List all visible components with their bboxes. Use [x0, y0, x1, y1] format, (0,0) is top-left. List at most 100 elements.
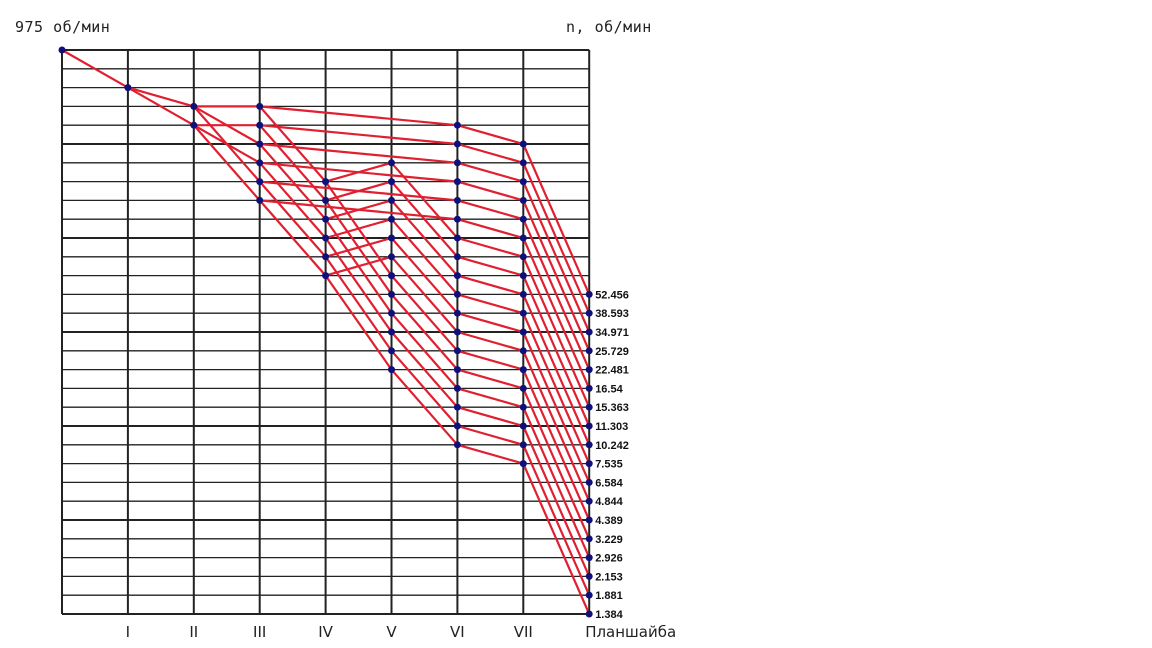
speed-ray — [522, 463, 591, 615]
speed-ray — [457, 443, 524, 465]
speed-ray — [390, 331, 459, 408]
spindle-speed-label: 10.242 — [595, 440, 629, 452]
speed-ray — [522, 199, 591, 352]
speed-ray — [522, 293, 591, 446]
speed-ray — [390, 256, 459, 333]
shaft-label-2: II — [189, 623, 198, 641]
speed-ray — [457, 330, 524, 352]
speed-ray — [457, 312, 524, 334]
speed-ray — [325, 236, 392, 258]
shaft-label-8: Планшайба — [585, 623, 676, 641]
speed-node — [585, 309, 593, 317]
speed-node — [453, 253, 461, 261]
speed-node — [519, 290, 527, 298]
speed-ray — [324, 256, 393, 352]
speed-ray — [324, 274, 393, 371]
speed-node — [453, 234, 461, 242]
spindle-speed-label: 7.535 — [595, 459, 623, 471]
spindle-speed-label: 4.844 — [595, 496, 623, 508]
speed-ray — [522, 369, 591, 521]
speed-ray — [193, 124, 261, 164]
speed-ray — [522, 331, 591, 483]
speed-node — [58, 46, 66, 54]
speed-ray — [325, 199, 392, 221]
spindle-speed-label: 52.456 — [595, 289, 629, 301]
speed-ray — [522, 237, 591, 389]
speed-node — [585, 516, 593, 524]
speed-node — [453, 272, 461, 280]
speed-node — [585, 591, 593, 599]
speed-ray — [258, 162, 327, 239]
speed-node — [453, 403, 461, 411]
speed-node — [453, 121, 461, 129]
speed-node — [256, 159, 264, 167]
spindle-speed-label: 2.153 — [595, 571, 623, 583]
speed-node — [519, 253, 527, 261]
speed-node — [453, 366, 461, 374]
speed-ray — [390, 312, 459, 390]
shaft-label-1: I — [126, 623, 130, 641]
speed-node — [585, 403, 593, 411]
speed-node — [585, 290, 593, 298]
speed-node — [519, 422, 527, 430]
speed-ray — [457, 255, 524, 277]
speed-node — [519, 272, 527, 280]
speed-node — [585, 366, 593, 374]
spindle-speed-label: 38.593 — [595, 308, 629, 320]
speed-ray — [457, 236, 524, 258]
speed-node — [585, 384, 593, 392]
speed-node — [388, 309, 395, 317]
speed-axis-title: n, об/мин — [566, 18, 652, 36]
speed-node — [388, 290, 395, 298]
spindle-speed-label: 11.303 — [595, 421, 628, 433]
speed-ray — [522, 350, 591, 502]
input-speed-label: 975 об/мин — [15, 18, 111, 36]
speed-ray — [457, 218, 524, 240]
speed-ray — [522, 312, 591, 465]
speed-ray — [457, 142, 524, 164]
speed-node — [519, 178, 527, 186]
speed-node — [322, 272, 330, 280]
speed-node — [388, 215, 395, 223]
speed-node — [519, 140, 527, 148]
speed-node — [453, 347, 461, 355]
speed-ray — [457, 349, 524, 371]
speed-node — [453, 422, 461, 430]
spindle-speed-label: 34.971 — [595, 327, 629, 339]
speed-node — [585, 347, 593, 355]
speed-ray — [457, 199, 524, 221]
speed-ray — [390, 218, 459, 296]
speed-ray — [390, 162, 459, 239]
speed-ray — [259, 142, 458, 164]
speed-ray — [522, 425, 591, 577]
speed-node — [256, 140, 264, 148]
speed-node — [388, 328, 395, 336]
speed-node — [519, 328, 527, 336]
shaft-label-5: V — [386, 623, 397, 641]
shaft-label-3: III — [253, 623, 266, 641]
speed-node — [190, 102, 198, 110]
speed-node — [453, 309, 461, 317]
speed-node — [453, 215, 461, 223]
speed-node — [388, 196, 395, 204]
speed-ray — [325, 255, 392, 277]
speed-ray — [325, 161, 392, 183]
speed-ray — [457, 387, 524, 409]
speed-node — [585, 328, 593, 336]
speed-ray — [61, 49, 129, 89]
speed-node — [519, 196, 527, 204]
speed-node — [585, 497, 593, 505]
speed-ray — [522, 406, 591, 559]
speed-ray — [390, 293, 459, 371]
speed-node — [256, 178, 264, 186]
speed-ray — [457, 180, 524, 202]
speed-ray — [522, 162, 591, 314]
speed-node — [585, 422, 593, 430]
speed-node — [388, 234, 395, 242]
spindle-speed-label: 2.926 — [595, 553, 623, 565]
speed-node — [519, 403, 527, 411]
speed-ray — [457, 406, 524, 428]
speed-ray — [325, 218, 392, 240]
speed-node — [453, 196, 461, 204]
speed-node — [256, 102, 264, 110]
